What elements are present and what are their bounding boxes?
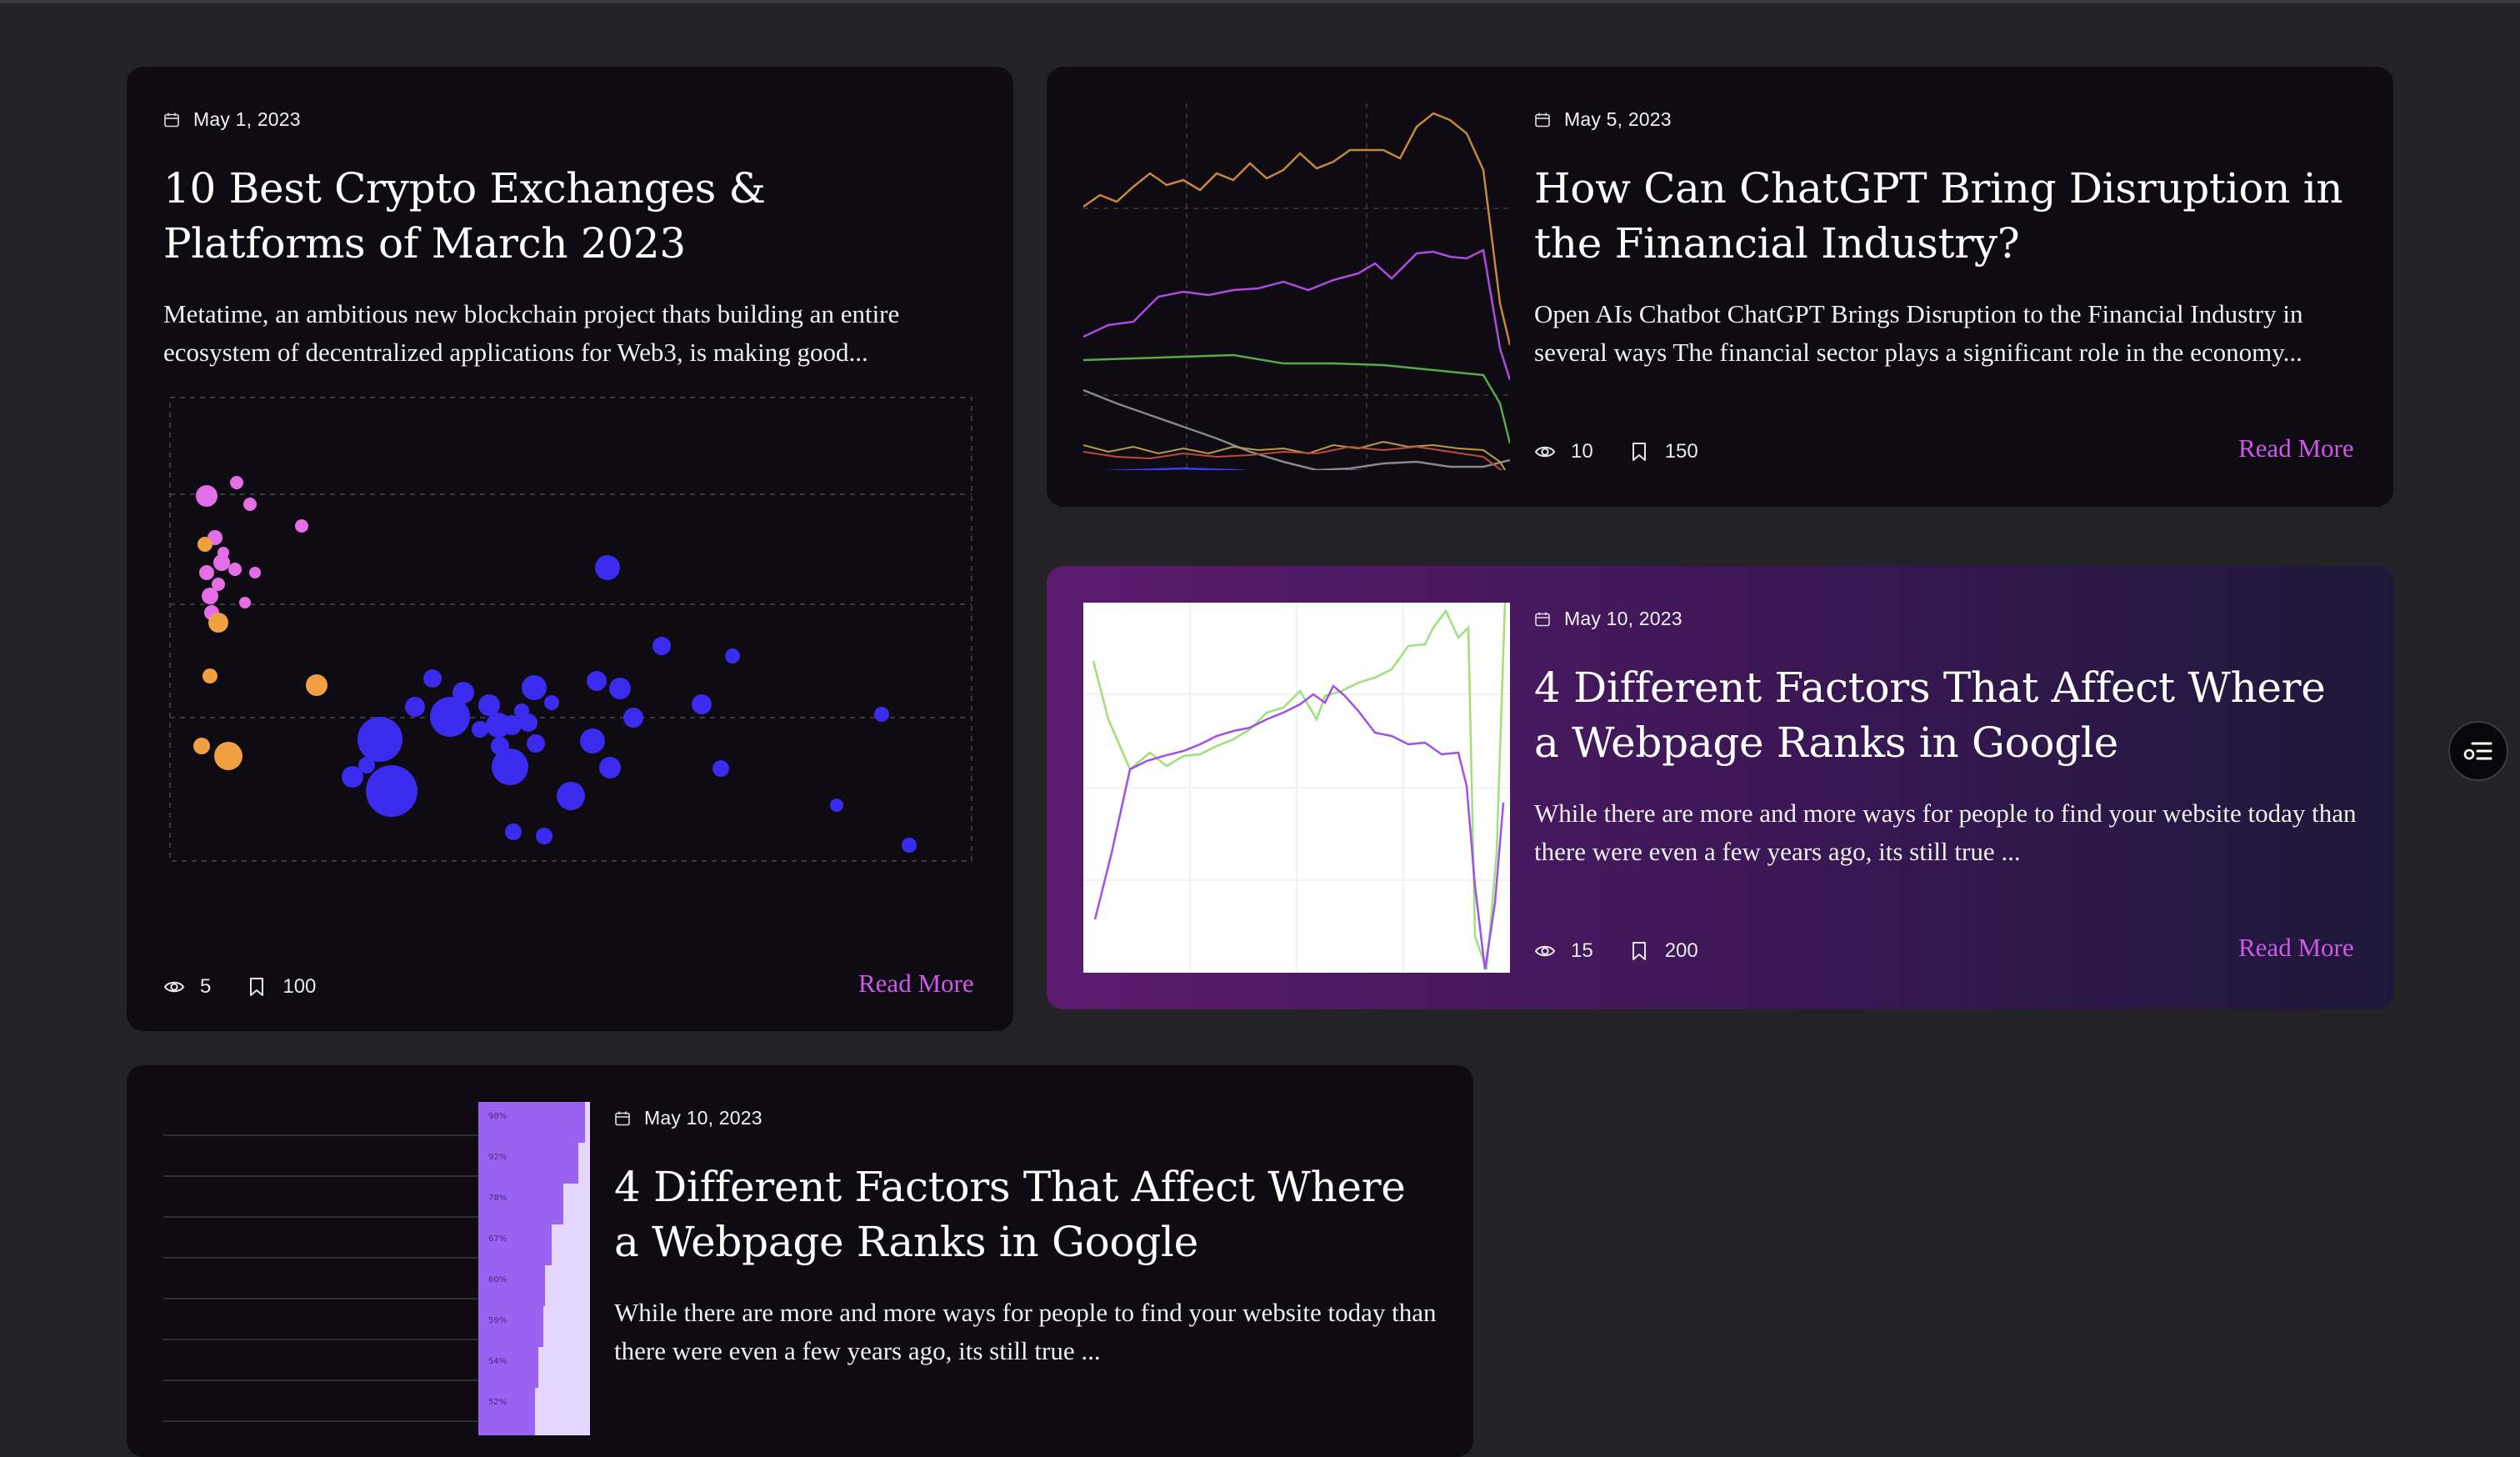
filter-list-icon xyxy=(2463,742,2492,760)
bubble-series-pink xyxy=(196,476,308,620)
post-title[interactable]: 4 Different Factors That Affect Where a … xyxy=(614,1163,1406,1266)
bar-label: 59% xyxy=(488,1316,507,1325)
post-date: May 10, 2023 xyxy=(1534,608,1682,630)
post-stats: 10 150 xyxy=(1534,440,1733,463)
post-stats: 5 100 xyxy=(163,975,351,999)
post-date-text: May 10, 2023 xyxy=(1564,608,1682,629)
calendar-icon xyxy=(615,1111,630,1125)
views-stat: 10 xyxy=(1534,440,1593,463)
bookmark-icon xyxy=(1632,443,1646,461)
bookmarks-count: 100 xyxy=(282,975,317,998)
line-series-orange xyxy=(1083,112,1510,346)
post-date: May 1, 2023 xyxy=(163,108,301,131)
bar-label: 78% xyxy=(488,1194,507,1203)
eye-icon xyxy=(163,981,185,993)
views-stat: 15 xyxy=(1534,939,1593,963)
post-excerpt: Metatime, an ambitious new blockchain pr… xyxy=(163,299,900,367)
multi-line-chart xyxy=(1083,103,1510,470)
bar-label: 98% xyxy=(488,1112,507,1121)
bookmarks-stat[interactable]: 200 xyxy=(1628,939,1698,963)
bookmark-icon xyxy=(250,978,264,996)
funnel-bars xyxy=(478,1102,585,1435)
line-series-blue xyxy=(1102,467,1249,470)
bar-label: 92% xyxy=(488,1153,507,1162)
read-more-link[interactable]: Read More xyxy=(2238,933,2354,962)
funnel-bar-labels: 98% 92% 78% 67% 60% 59% 54% 52% xyxy=(488,1112,507,1407)
line-series-purple xyxy=(1083,248,1510,381)
views-stat: 5 xyxy=(163,975,211,999)
bar-label: 60% xyxy=(488,1275,507,1284)
read-more-link[interactable]: Read More xyxy=(858,969,974,998)
line-series-gray xyxy=(1083,388,1510,470)
article-card-crypto[interactable]: May 1, 2023 10 Best Crypto Exchanges & P… xyxy=(127,67,1013,1031)
post-date-text: May 10, 2023 xyxy=(644,1107,762,1129)
post-date: May 10, 2023 xyxy=(614,1107,762,1129)
bubble-series-blue xyxy=(342,555,917,853)
bubble-series-orange xyxy=(193,537,328,770)
bookmarks-stat[interactable]: 150 xyxy=(1628,440,1698,463)
bookmarks-count: 200 xyxy=(1664,939,1698,962)
bookmarks-stat[interactable]: 100 xyxy=(246,975,316,999)
bookmarks-count: 150 xyxy=(1664,440,1698,463)
filter-fab-button[interactable] xyxy=(2448,721,2508,781)
top-border xyxy=(0,0,2520,3)
line-series-green xyxy=(1092,603,1507,970)
bubble-chart xyxy=(169,397,972,862)
bar-label: 67% xyxy=(488,1234,507,1244)
bar-label: 52% xyxy=(488,1398,507,1407)
post-title[interactable]: 10 Best Crypto Exchanges & Platforms of … xyxy=(163,164,766,268)
line-series-purple xyxy=(1093,684,1505,970)
read-more-link[interactable]: Read More xyxy=(2238,433,2354,463)
two-line-chart xyxy=(1083,603,1510,973)
calendar-icon xyxy=(164,113,179,127)
line-series-green xyxy=(1083,353,1510,444)
article-card-webpage-ranks[interactable]: 98% 92% 78% 67% 60% 59% 54% 52% May 10, … xyxy=(127,1065,1473,1457)
post-stats: 15 200 xyxy=(1534,939,1733,963)
post-title[interactable]: 4 Different Factors That Affect Where a … xyxy=(1534,663,2326,767)
views-count: 15 xyxy=(1571,939,1593,962)
eye-icon xyxy=(1534,945,1556,957)
bookmark-icon xyxy=(1632,942,1646,960)
eye-icon xyxy=(1534,446,1556,458)
post-excerpt: While there are more and more ways for p… xyxy=(1534,799,2357,866)
post-date-text: May 1, 2023 xyxy=(193,108,301,130)
calendar-icon xyxy=(1535,113,1550,127)
post-date-text: May 5, 2023 xyxy=(1564,108,1672,130)
article-card-webpage-ranks-featured[interactable]: May 10, 2023 4 Different Factors That Af… xyxy=(1047,566,2393,1009)
post-date: May 5, 2023 xyxy=(1534,108,1672,131)
funnel-bar-chart: 98% 92% 78% 67% 60% 59% 54% 52% xyxy=(163,1102,590,1435)
post-title[interactable]: How Can ChatGPT Bring Disruption in the … xyxy=(1534,164,2343,268)
calendar-icon xyxy=(1535,612,1550,626)
views-count: 10 xyxy=(1571,440,1593,463)
line-series-red xyxy=(1083,445,1502,470)
views-count: 5 xyxy=(200,975,212,998)
bar-label: 54% xyxy=(488,1357,507,1366)
post-excerpt: Open AIs Chatbot ChatGPT Brings Disrupti… xyxy=(1534,299,2303,367)
post-excerpt: While there are more and more ways for p… xyxy=(614,1298,1437,1365)
article-card-chatgpt[interactable]: May 5, 2023 How Can ChatGPT Bring Disrup… xyxy=(1047,67,2393,507)
